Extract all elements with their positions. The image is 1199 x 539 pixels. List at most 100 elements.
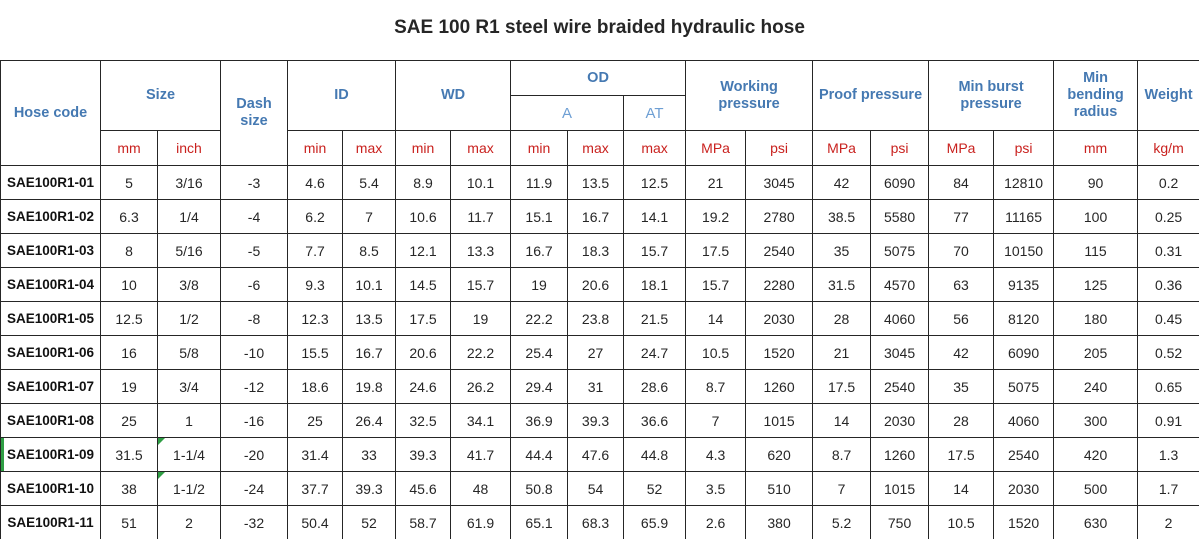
table-row: SAE100R1-10 38 1-1/2 -24 37.7 39.3 45.6 48 50.8 5… xyxy=(0,471,1199,506)
unit-od-at-max: max xyxy=(623,130,687,166)
value-cell: 12.5 xyxy=(623,165,687,200)
unit-id-min: min xyxy=(287,130,344,166)
value-cell: 2780 xyxy=(745,199,814,234)
value-cell: 31.4 xyxy=(287,437,344,472)
table-row: SAE100R1-02 6.3 1/4 -4 6.2 7 10.6 11.7 15.1 16.7 1… xyxy=(0,199,1199,234)
table-row: SAE100R1-05 12.5 1/2 -8 12.3 13.5 17.5 19 22.2 23… xyxy=(0,301,1199,336)
value-cell: 0.52 xyxy=(1137,335,1199,370)
value-cell: -6 xyxy=(220,267,289,302)
unit-wd-max: max xyxy=(450,130,512,166)
col-header-od-at: AT xyxy=(623,95,687,131)
value-cell: 52 xyxy=(623,471,687,506)
value-cell: 6.3 xyxy=(100,199,158,234)
value-cell: 39.3 xyxy=(342,471,397,506)
value-cell: -8 xyxy=(220,301,289,336)
value-cell: 17.5 xyxy=(812,369,872,404)
value-cell: 5/16 xyxy=(156,233,222,268)
value-cell: 28 xyxy=(812,301,872,336)
value-cell: 20.6 xyxy=(395,335,452,370)
value-cell: 205 xyxy=(1053,335,1139,370)
col-header-working-pressure: Working pressure xyxy=(685,60,814,131)
value-cell: 15.7 xyxy=(685,267,747,302)
value-cell: 33 xyxy=(342,437,397,472)
value-cell: 44.8 xyxy=(623,437,687,472)
unit-id-max: max xyxy=(342,130,397,166)
hose-code-cell: SAE100R1-06 xyxy=(0,335,101,370)
hose-code-cell: SAE100R1-05 xyxy=(0,301,101,336)
value-cell: 37.7 xyxy=(287,471,344,506)
value-cell: 14.1 xyxy=(623,199,687,234)
value-cell: -16 xyxy=(220,403,289,438)
value-cell: 31.5 xyxy=(812,267,872,302)
value-cell: 50.4 xyxy=(287,505,344,539)
value-cell: 11.7 xyxy=(450,199,512,234)
unit-size-inch: inch xyxy=(156,130,222,166)
value-cell: 1520 xyxy=(993,505,1055,539)
value-cell: 5075 xyxy=(870,233,930,268)
value-cell: 1-1/2 xyxy=(156,471,222,506)
value-cell: 115 xyxy=(1053,233,1139,268)
value-cell: 14 xyxy=(685,301,747,336)
value-cell: 620 xyxy=(745,437,814,472)
value-cell: 38 xyxy=(100,471,158,506)
value-cell: 8.5 xyxy=(342,233,397,268)
value-cell: 125 xyxy=(1053,267,1139,302)
value-cell: 44.4 xyxy=(510,437,569,472)
value-cell: 4.6 xyxy=(287,165,344,200)
value-cell: 1/4 xyxy=(156,199,222,234)
value-cell: 2.6 xyxy=(685,505,747,539)
value-cell: 15.1 xyxy=(510,199,569,234)
value-cell: 7 xyxy=(342,199,397,234)
value-cell: 2 xyxy=(156,505,222,539)
value-cell: 24.6 xyxy=(395,369,452,404)
value-cell: 32.5 xyxy=(395,403,452,438)
value-cell: 0.91 xyxy=(1137,403,1199,438)
unit-weight-kg-m: kg/m xyxy=(1137,130,1199,166)
value-cell: 1520 xyxy=(745,335,814,370)
value-cell: 26.2 xyxy=(450,369,512,404)
value-cell: 1/2 xyxy=(156,301,222,336)
value-cell: 1 xyxy=(156,403,222,438)
value-cell: 1260 xyxy=(870,437,930,472)
value-cell: 4.3 xyxy=(685,437,747,472)
value-cell: 2030 xyxy=(870,403,930,438)
value-cell: 2540 xyxy=(993,437,1055,472)
value-cell: 3045 xyxy=(870,335,930,370)
value-cell: -4 xyxy=(220,199,289,234)
unit-burst-mpa: MPa xyxy=(928,130,995,166)
value-cell: 13.5 xyxy=(342,301,397,336)
value-cell: 21.5 xyxy=(623,301,687,336)
col-header-min-bending-radius: Min bending radius xyxy=(1053,60,1139,131)
value-cell: 31 xyxy=(567,369,625,404)
value-cell: 11165 xyxy=(993,199,1055,234)
value-cell: 420 xyxy=(1053,437,1139,472)
value-cell: 19.8 xyxy=(342,369,397,404)
value-cell: 19 xyxy=(510,267,569,302)
value-cell: 14.5 xyxy=(395,267,452,302)
value-cell: 3/8 xyxy=(156,267,222,302)
value-cell: 16 xyxy=(100,335,158,370)
value-cell: 90 xyxy=(1053,165,1139,200)
value-cell: 12.3 xyxy=(287,301,344,336)
value-cell: 36.6 xyxy=(623,403,687,438)
value-cell: 300 xyxy=(1053,403,1139,438)
value-cell: 20.6 xyxy=(567,267,625,302)
value-cell: 10.5 xyxy=(928,505,995,539)
table-row: SAE100R1-11 51 2 -32 50.4 52 58.7 61.9 65.1 68.3 6… xyxy=(0,505,1199,539)
value-cell: 630 xyxy=(1053,505,1139,539)
value-cell: 2030 xyxy=(993,471,1055,506)
hose-code-cell: SAE100R1-07 xyxy=(0,369,101,404)
value-cell: 41.7 xyxy=(450,437,512,472)
value-cell: 25 xyxy=(100,403,158,438)
table-row: SAE100R1-03 8 5/16 -5 7.7 8.5 12.1 13.3 16.7 18.3… xyxy=(0,233,1199,268)
hose-code-cell: SAE100R1-09 xyxy=(0,437,101,472)
col-header-od-a: A xyxy=(510,95,625,131)
value-cell: 34.1 xyxy=(450,403,512,438)
value-cell: 17.5 xyxy=(928,437,995,472)
table-row: SAE100R1-07 19 3/4 -12 18.6 19.8 24.6 26.2 29.4 3… xyxy=(0,369,1199,404)
value-cell: 6090 xyxy=(870,165,930,200)
col-header-wd: WD xyxy=(395,60,512,131)
value-cell: 15.5 xyxy=(287,335,344,370)
value-cell: 54 xyxy=(567,471,625,506)
